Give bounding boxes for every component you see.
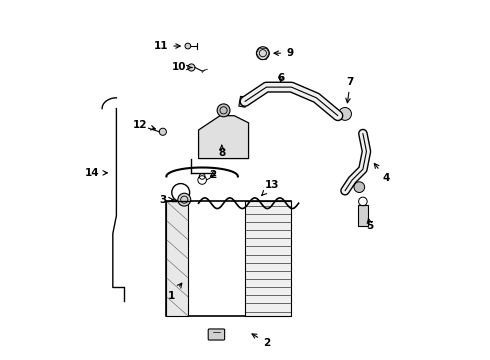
Text: 4: 4 — [374, 163, 390, 183]
Circle shape — [159, 128, 167, 135]
Circle shape — [339, 108, 351, 120]
Text: 1: 1 — [168, 283, 182, 301]
Circle shape — [178, 193, 191, 206]
Bar — [358, 205, 368, 226]
Bar — [167, 202, 292, 316]
Circle shape — [185, 43, 191, 49]
Text: 11: 11 — [154, 41, 180, 51]
Polygon shape — [198, 116, 248, 158]
Circle shape — [354, 182, 365, 193]
Text: 3: 3 — [159, 195, 173, 204]
Text: 7: 7 — [346, 77, 354, 103]
Circle shape — [188, 64, 195, 71]
Text: 10: 10 — [172, 63, 192, 72]
Text: 12: 12 — [132, 120, 155, 130]
Text: 2: 2 — [209, 170, 217, 180]
FancyBboxPatch shape — [208, 329, 224, 340]
Bar — [167, 202, 188, 316]
Text: 9: 9 — [274, 48, 293, 58]
Bar — [245, 202, 292, 316]
Text: 5: 5 — [367, 219, 374, 231]
Text: 14: 14 — [85, 168, 107, 178]
Text: 2: 2 — [252, 334, 270, 347]
Circle shape — [217, 104, 230, 117]
Bar — [239, 96, 247, 107]
Text: 8: 8 — [218, 145, 225, 158]
Text: 6: 6 — [277, 73, 284, 83]
Text: 13: 13 — [262, 180, 279, 195]
Circle shape — [256, 47, 270, 60]
